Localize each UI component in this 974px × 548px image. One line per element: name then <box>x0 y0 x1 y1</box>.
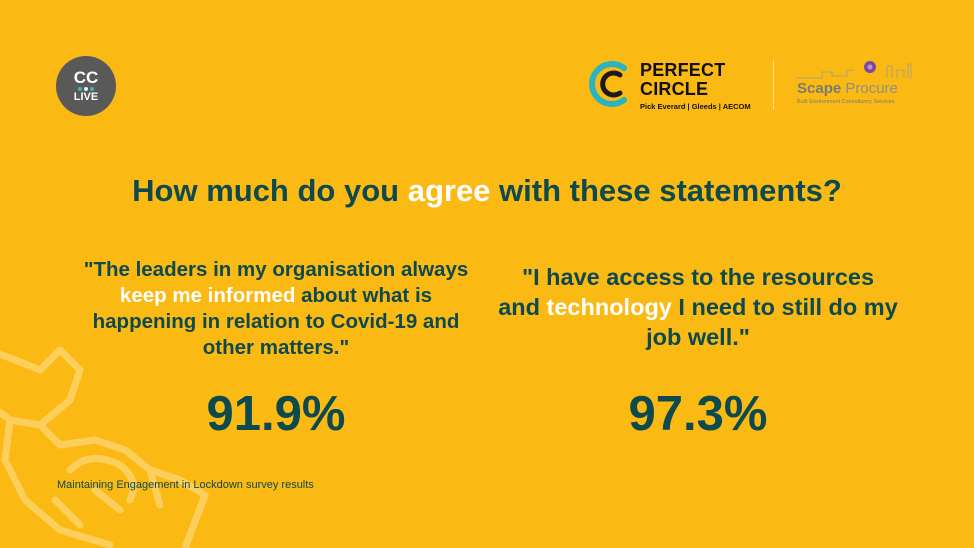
cc-live-dots <box>78 86 94 91</box>
statement-quote-left: "The leaders in my organisation always k… <box>80 257 472 361</box>
perfect-circle-emblem-icon <box>589 61 627 107</box>
scape-procure-logo: Scape Procure Built Environment Consulta… <box>792 58 922 113</box>
cc-live-logo-top: CC <box>73 67 99 87</box>
scape-skyline-icon <box>797 61 912 79</box>
statement-left-highlight: keep me informed <box>119 284 296 307</box>
headline-post: with these statements? <box>490 173 842 208</box>
statement-right-pre: "I have access to the resources and <box>498 264 875 320</box>
logo-divider <box>773 60 774 110</box>
statement-stat-left: 91.9% <box>206 387 346 441</box>
perfect-circle-line1: PERFECT <box>640 60 726 80</box>
handshake-illustration <box>0 346 209 548</box>
statement-quote-right: "I have access to the resources and tech… <box>498 262 898 352</box>
statement-left-pre: "The leaders in my organisation always <box>83 258 469 281</box>
scape-name-bold: Scape <box>797 80 842 97</box>
headline-pre: How much do you <box>132 173 408 208</box>
cc-live-logo: CC LIVE <box>56 56 116 116</box>
perfect-circle-partners: Pick Everard | Gleeds | AECOM <box>640 102 751 111</box>
statement-left-post: about what is happening in relation to C… <box>92 284 460 359</box>
headline-highlight: agree <box>407 173 491 208</box>
cc-live-logo-bottom: LIVE <box>73 90 99 103</box>
footnote: Maintaining Engagement in Lockdown surve… <box>57 479 314 491</box>
scape-tagline: Built Environment Consultancy Services <box>797 99 895 105</box>
statement-right-post: I need to still do my job well." <box>646 294 898 350</box>
scape-name-light: Procure <box>845 80 898 97</box>
statement-right-highlight: technology <box>546 294 672 320</box>
page-title: How much do you agree with these stateme… <box>0 173 974 209</box>
perfect-circle-logo: PERFECT CIRCLE Pick Everard | Gleeds | A… <box>588 58 751 114</box>
statement-stat-right: 97.3% <box>628 387 768 441</box>
scape-procure-name: Scape Procure <box>797 80 898 97</box>
perfect-circle-line2: CIRCLE <box>640 79 709 99</box>
